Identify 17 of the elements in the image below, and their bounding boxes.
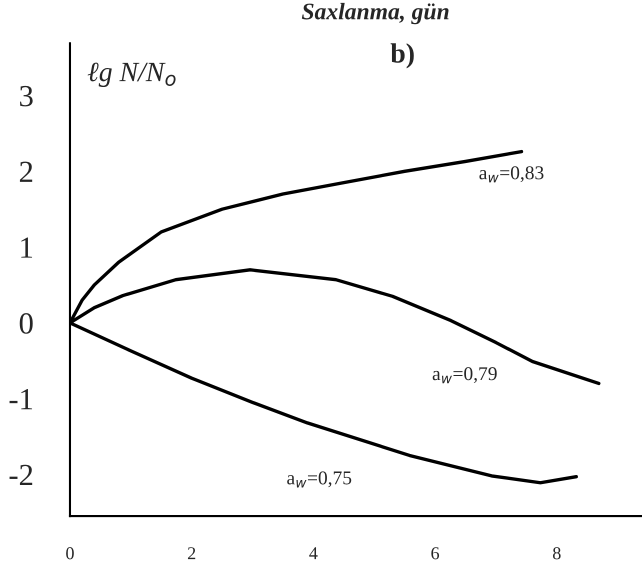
x-tick-label: 0 (66, 547, 74, 560)
y-tick-label: -1 (10, 389, 32, 410)
x-tick-label: 6 (431, 547, 440, 560)
y-tick-label: 3 (20, 86, 33, 106)
annotation: b) (390, 43, 414, 68)
x-tick-label: 8 (552, 547, 561, 560)
y-tick-label: 0 (20, 313, 33, 334)
x-tick-label: 4 (309, 547, 318, 560)
x-tick-label: 2 (188, 547, 196, 560)
y-tick-label: 2 (20, 162, 32, 182)
series-label: a$_{w}$=0,79 (432, 367, 497, 384)
y-axis-title: ℓg N/N$_{o}$ (88, 62, 176, 88)
y-tick-label: -2 (10, 464, 32, 486)
series-label: a$_{w}$=0,75 (287, 471, 352, 488)
series-label: a$_{w}$=0,83 (479, 166, 544, 182)
x-axis-title: Saxlanma, gün (302, 2, 449, 24)
y-tick-label: 1 (21, 238, 32, 258)
